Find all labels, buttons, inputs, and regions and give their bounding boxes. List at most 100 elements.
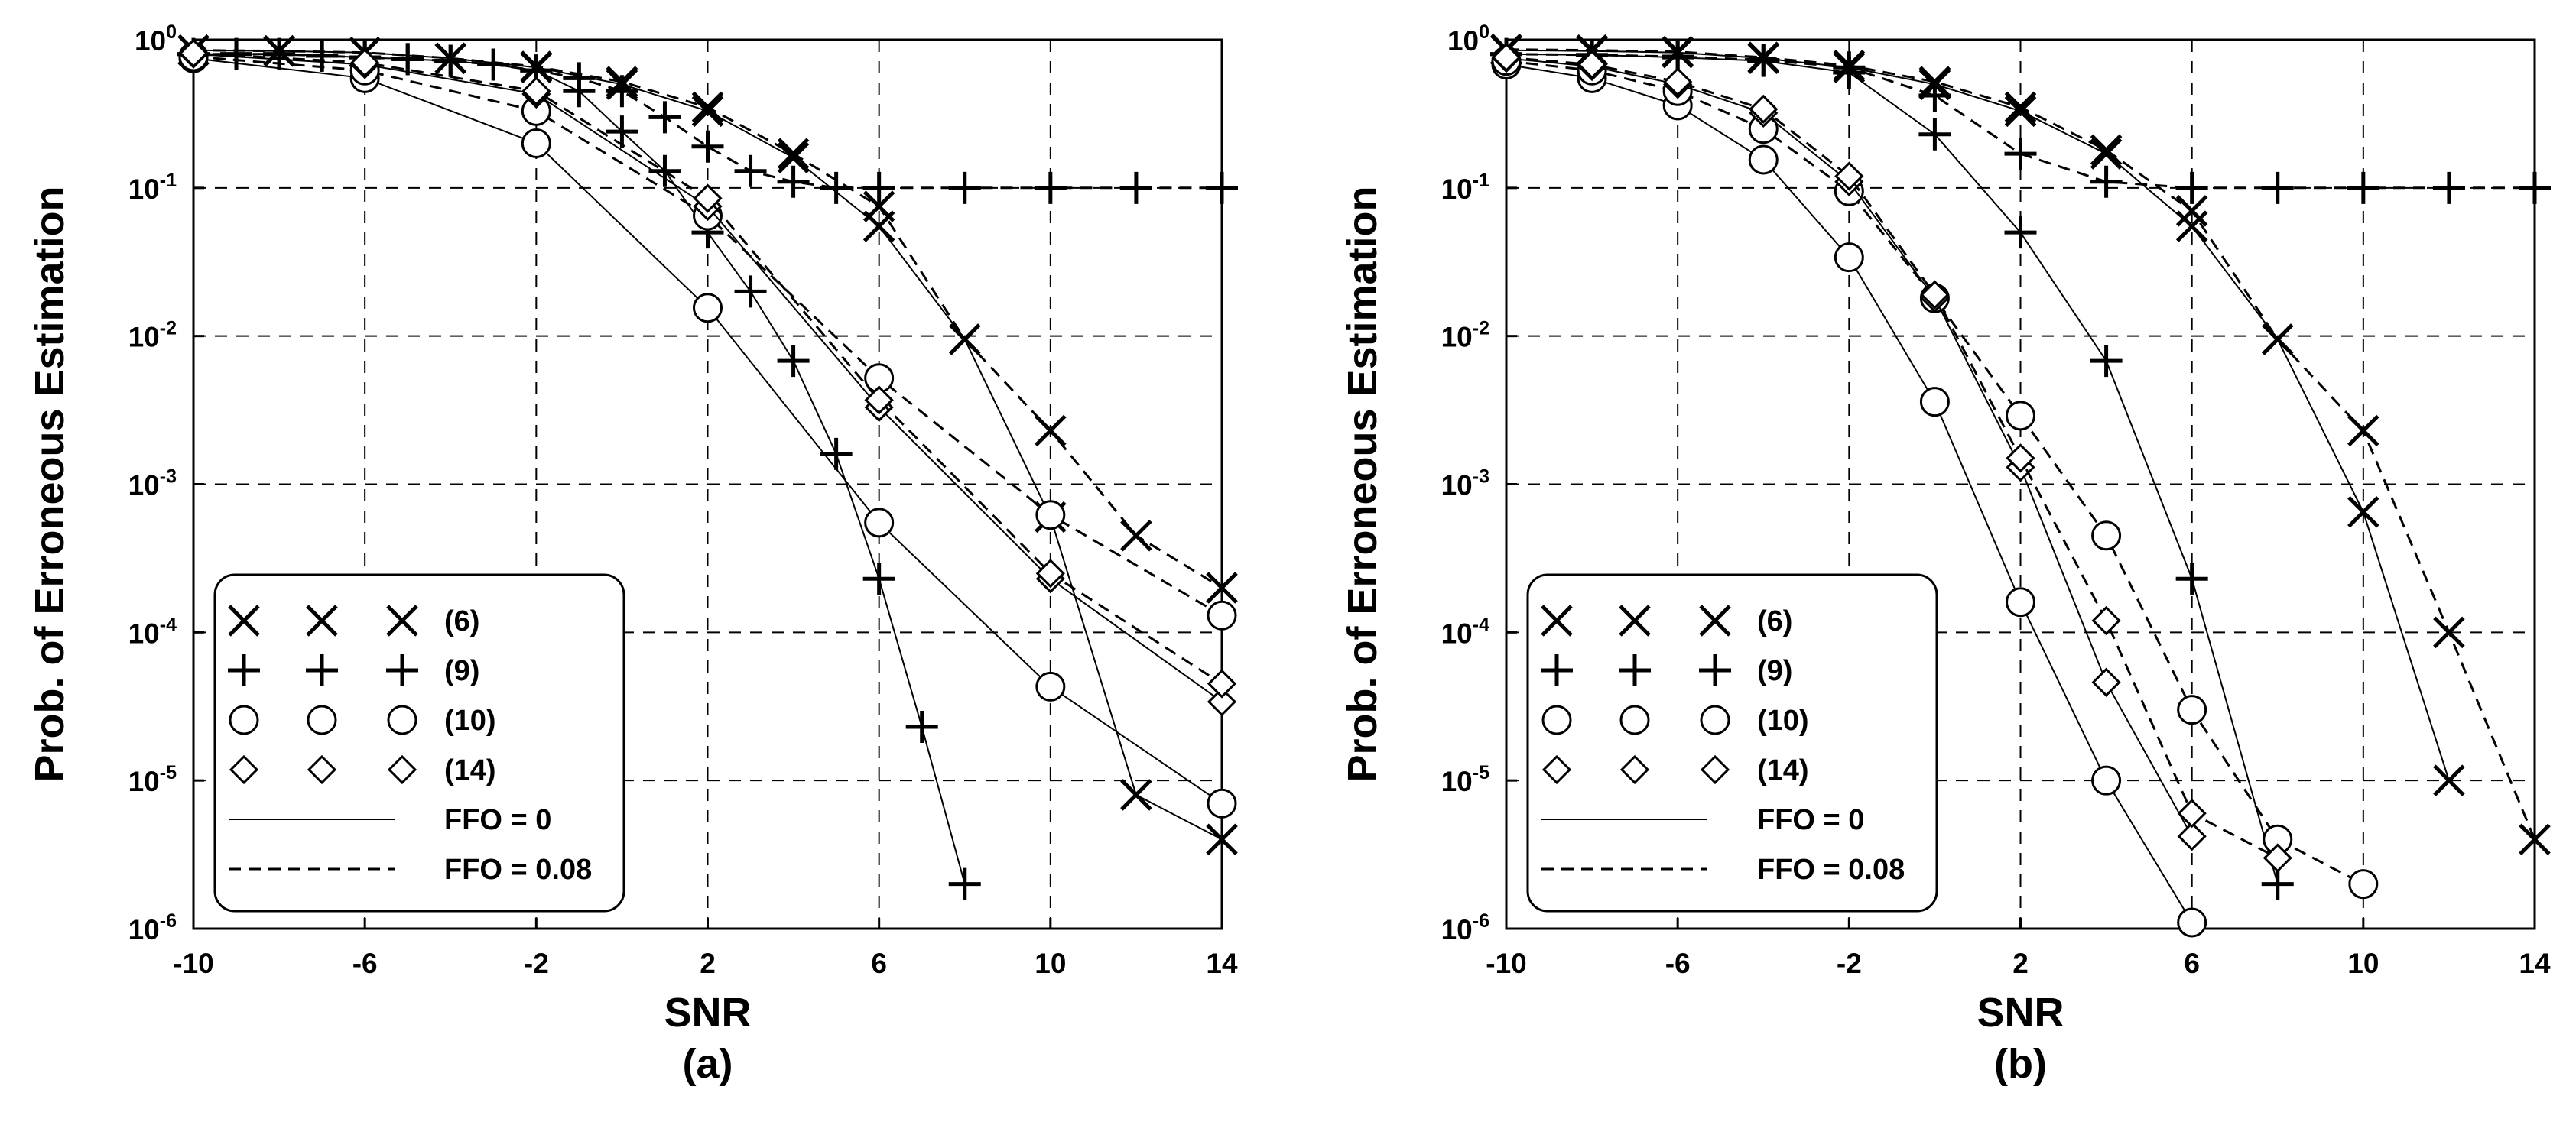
data-point-plus (2090, 165, 2123, 198)
y-tick-label: 10-6 (128, 910, 177, 945)
data-point-plus (948, 171, 981, 204)
legend-marker-plus (1619, 654, 1651, 686)
data-point-plus (606, 75, 638, 108)
data-point-plus (220, 37, 253, 70)
series-plus-dashed (177, 37, 1238, 204)
y-axis-title: Prob. of Erroneous Estimation (27, 186, 73, 782)
x-tick-label: -2 (524, 948, 549, 979)
series-diamond-dashed (178, 38, 1237, 699)
legend-marker-diamond (1541, 754, 1572, 785)
legend-marker-x (1619, 605, 1651, 637)
legend: (6) (9) (10) (14) FFO = 0 FFO = 0.08 (213, 573, 625, 913)
x-tick-label: 2 (700, 948, 716, 979)
legend-marker-diamond (229, 754, 259, 785)
x-tick-label: 14 (1206, 948, 1238, 979)
x-tick-label: -2 (1837, 948, 1862, 979)
data-point-circle (2177, 695, 2207, 725)
y-tick-label: 100 (1447, 21, 1489, 57)
data-point-x (777, 138, 810, 170)
data-point-x (2175, 195, 2208, 227)
data-point-plus (862, 563, 895, 595)
data-point-diamond (2263, 843, 2292, 873)
legend-label: (9) (1757, 655, 1792, 687)
data-point-x (1206, 572, 1238, 604)
data-point-diamond (1834, 161, 1864, 191)
y-tick-label: 10-2 (128, 318, 177, 353)
y-tick-label: 100 (135, 21, 177, 57)
data-point-plus (2004, 138, 2037, 170)
legend-label: FFO = 0.08 (1757, 854, 1905, 886)
legend-box (213, 573, 625, 913)
panel-a: -10 -6 -2 2 6 10 14 100 10-1 10-2 10-3 10-4 10-5 10-6… (27, 21, 1238, 1087)
legend-label: (14) (444, 754, 496, 786)
x-tick-label: -6 (352, 948, 378, 979)
data-point-plus (777, 165, 810, 198)
x-tick-label: 2 (2012, 948, 2029, 979)
legend-marker-x (386, 605, 418, 637)
legend-marker-plus (1541, 654, 1573, 686)
data-point-diamond (1207, 669, 1237, 699)
legend-marker-diamond (307, 754, 337, 785)
data-point-diamond (2177, 822, 2207, 851)
data-point-plus (1119, 171, 1152, 204)
legend-marker-x (228, 605, 260, 637)
data-point-circle (1035, 671, 1066, 702)
data-point-plus (2261, 171, 2294, 204)
data-point-circle (2091, 765, 2122, 796)
legend-label: (14) (1757, 754, 1809, 786)
legend-box (1526, 573, 1938, 913)
x-tick-label: 6 (2184, 948, 2200, 979)
y-tick-label: 10-1 (128, 170, 177, 205)
data-point-plus (434, 44, 467, 77)
data-point-circle (1919, 387, 1950, 417)
data-point-circle (521, 128, 551, 158)
data-point-circle (2348, 869, 2379, 900)
data-point-plus (1747, 44, 1780, 76)
data-point-diamond (2177, 799, 2207, 829)
x-tick-label: 10 (1035, 948, 1066, 979)
series-line (1506, 56, 2279, 859)
x-tick-label: -10 (1486, 948, 1526, 979)
legend-marker-plus (228, 654, 260, 686)
data-point-diamond (178, 38, 209, 68)
data-point-circle (693, 293, 723, 323)
data-point-x (2175, 210, 2208, 242)
legend-marker-x (1699, 605, 1731, 637)
x-axis-title: SNR (664, 990, 751, 1036)
data-point-diamond (1577, 50, 1607, 79)
legend-marker-circle (387, 705, 417, 735)
legend: (6) (9) (10) (14) FFO = 0 FFO = 0.08 (1526, 573, 1938, 913)
data-point-plus (2261, 867, 2294, 900)
data-point-plus (391, 43, 424, 76)
legend-marker-plus (1699, 654, 1731, 686)
legend-marker-circle (1541, 705, 1572, 735)
legend-label: FFO = 0 (1757, 804, 1864, 836)
data-point-plus (606, 115, 638, 148)
data-point-circle (2006, 587, 2035, 618)
x-tick-label: 6 (871, 948, 887, 979)
legend-label: (10) (444, 705, 496, 737)
data-point-x (691, 95, 724, 128)
y-tick-label: 10-4 (1441, 614, 1489, 649)
data-point-diamond (350, 47, 380, 78)
y-tick-label: 10-3 (128, 466, 177, 501)
x-axis-title: SNR (1977, 990, 2064, 1036)
data-point-circle (864, 508, 895, 538)
data-point-diamond (693, 183, 723, 213)
data-point-diamond (1207, 687, 1237, 717)
legend-marker-circle (1700, 705, 1730, 735)
y-tick-label: 10-3 (1441, 466, 1489, 501)
data-point-plus (777, 345, 810, 378)
legend-marker-diamond (387, 754, 417, 785)
legend-marker-plus (306, 654, 338, 686)
data-point-diamond (2091, 667, 2121, 697)
data-point-circle (1834, 242, 1864, 273)
legend-marker-circle (229, 705, 259, 735)
data-point-plus (691, 130, 724, 163)
legend-marker-x (306, 605, 338, 637)
data-point-x (2433, 616, 2465, 649)
data-point-x (2433, 764, 2465, 796)
legend-marker-circle (307, 705, 337, 735)
y-tick-label: 10-2 (1441, 318, 1489, 353)
